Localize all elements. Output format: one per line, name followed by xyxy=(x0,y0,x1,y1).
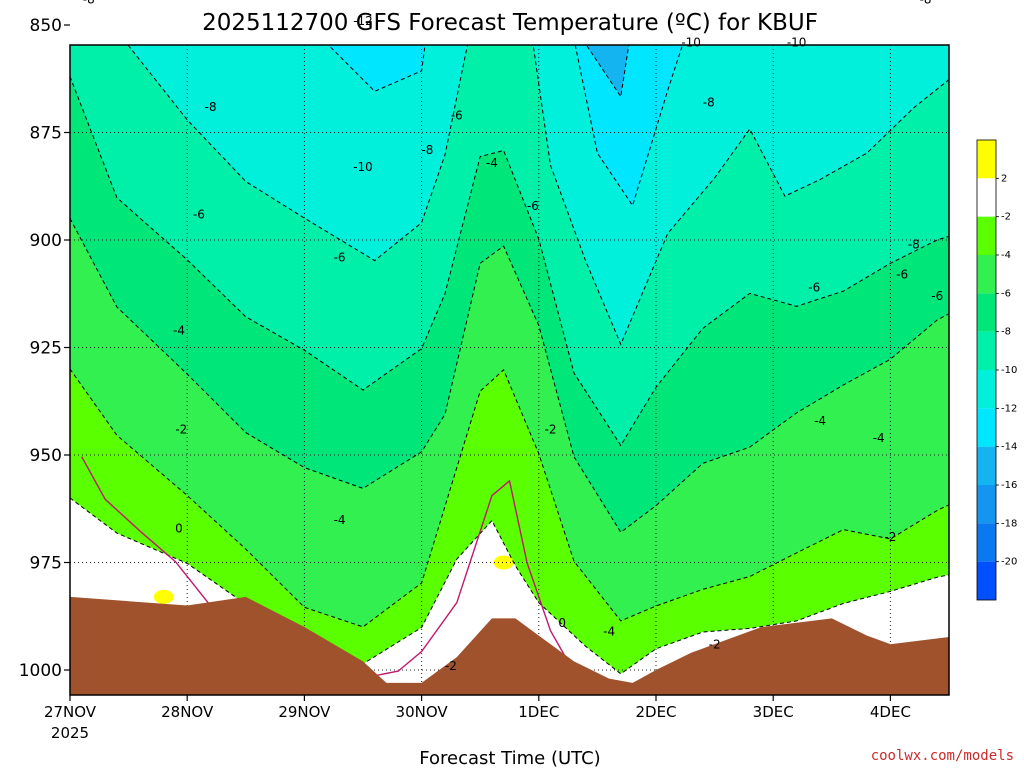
colorbar-label: -4 xyxy=(1001,250,1011,261)
x-tick-label: 28NOV xyxy=(161,703,214,721)
contour-label: -2 xyxy=(884,530,896,544)
contour-label: -6 xyxy=(527,199,539,213)
x-tick-label: 2DEC xyxy=(635,703,676,721)
contour-label: -6 xyxy=(193,208,205,222)
contour-label: -4 xyxy=(873,431,885,445)
contour-label: -2 xyxy=(175,423,187,437)
colorbar-label: -18 xyxy=(1001,518,1017,529)
colorbar-swatch xyxy=(977,255,996,294)
credit-text: coolwx.com/models xyxy=(871,748,1014,764)
contour-label: -6 xyxy=(334,251,346,265)
colorbar-label: -2 xyxy=(1001,212,1011,223)
x-axis: 27NOV 28NOV 29NOV 30NOV 1DEC 2DEC 3DEC 4DEC xyxy=(44,695,911,721)
y-tick-label: 850 xyxy=(30,16,62,36)
contour-label: 0 xyxy=(175,521,183,535)
contour-label: -2 xyxy=(445,659,457,673)
contour-label: -4 xyxy=(814,414,826,428)
plot-frame xyxy=(69,44,950,696)
y-tick-label: 925 xyxy=(30,339,62,359)
y-axis: 7257507758008258508759009259509751000 xyxy=(19,16,70,681)
y-tick-label: 975 xyxy=(30,554,62,574)
contour-label: -2 xyxy=(545,423,557,437)
contour-label: -6 xyxy=(896,268,908,282)
contour-label: -2 xyxy=(709,638,721,652)
colorbar-swatch xyxy=(977,408,996,447)
y-tick-label: 875 xyxy=(30,124,62,144)
warm-spot-2 xyxy=(493,555,514,570)
colorbar-swatch xyxy=(977,331,996,370)
x-tick-label: 1DEC xyxy=(518,703,559,721)
chart-title: 2025112700 GFS Forecast Temperature (ºC)… xyxy=(202,10,818,36)
contour-label: -4 xyxy=(603,625,615,639)
contour-label: -10 xyxy=(681,36,701,50)
x-tick-label: 30NOV xyxy=(396,703,449,721)
contour-label: -12 xyxy=(353,14,373,28)
colorbar-swatch xyxy=(977,485,996,524)
contour-label: 0 xyxy=(558,616,566,630)
contour-label: -8 xyxy=(908,238,920,252)
contour-label: -8 xyxy=(920,0,932,7)
contour-label: -10 xyxy=(787,36,807,50)
contour-label: -10 xyxy=(353,160,373,174)
contour-label: -6 xyxy=(451,109,463,123)
x-axis-title: Forecast Time (UTC) xyxy=(419,748,600,768)
colorbar-legend: 2 -2 -4 -6 -8 -10 -12 -14 -16 -18 -20 xyxy=(976,139,1017,601)
contour-label: -8 xyxy=(83,0,95,7)
colorbar-label: 2 xyxy=(1001,173,1007,184)
contour-label: -4 xyxy=(486,156,498,170)
colorbar-swatch xyxy=(977,178,996,217)
colorbar-label: -10 xyxy=(1001,365,1017,376)
contour-label: -4 xyxy=(334,513,346,527)
contour-label: -8 xyxy=(205,100,217,114)
grid-lines xyxy=(70,45,949,695)
x-tick-label: 27NOV xyxy=(44,703,97,721)
contour-label: -8 xyxy=(703,96,715,110)
contour-line xyxy=(327,45,684,207)
colorbar-swatch xyxy=(977,561,996,600)
contour-line xyxy=(70,76,949,447)
colorbar-swatch xyxy=(977,446,996,485)
colorbar-label: -12 xyxy=(1001,403,1017,414)
y-tick-label: 950 xyxy=(30,446,62,466)
x-tick-label: 29NOV xyxy=(278,703,331,721)
terrain-ground xyxy=(70,596,949,695)
colorbar-label: -6 xyxy=(1001,288,1011,299)
plot-area xyxy=(70,45,949,695)
y-tick-label: 900 xyxy=(30,231,62,251)
x-tick-label: 4DEC xyxy=(870,703,911,721)
contour-label: -6 xyxy=(931,289,943,303)
contour-line xyxy=(127,45,949,346)
x-year-label: 2025 xyxy=(51,724,89,742)
contour-label-group: -18-16-16-14-14-12-12-12-12-12-12-10-10-… xyxy=(83,0,943,673)
contour-line xyxy=(70,497,949,675)
y-tick-label: 1000 xyxy=(19,661,62,681)
colorbar-swatch xyxy=(977,370,996,409)
contour-label: -6 xyxy=(808,281,820,295)
colorbar-label: -8 xyxy=(1001,327,1011,338)
colorbar-label: -20 xyxy=(1001,557,1017,568)
x-tick-label: 3DEC xyxy=(753,703,794,721)
colorbar-swatch xyxy=(977,293,996,332)
contour-line xyxy=(70,218,949,534)
colorbar-swatch xyxy=(977,523,996,562)
colorbar-label: -14 xyxy=(1001,442,1017,453)
colorbar-swatch xyxy=(977,140,996,179)
contour-label: -4 xyxy=(173,324,185,338)
contour-line xyxy=(70,368,949,628)
colorbar-label: -16 xyxy=(1001,480,1017,491)
warm-spot-1 xyxy=(153,589,174,604)
temp-band-4-2 xyxy=(70,369,949,695)
contour-label: -8 xyxy=(421,143,433,157)
colorbar-swatch xyxy=(977,216,996,255)
